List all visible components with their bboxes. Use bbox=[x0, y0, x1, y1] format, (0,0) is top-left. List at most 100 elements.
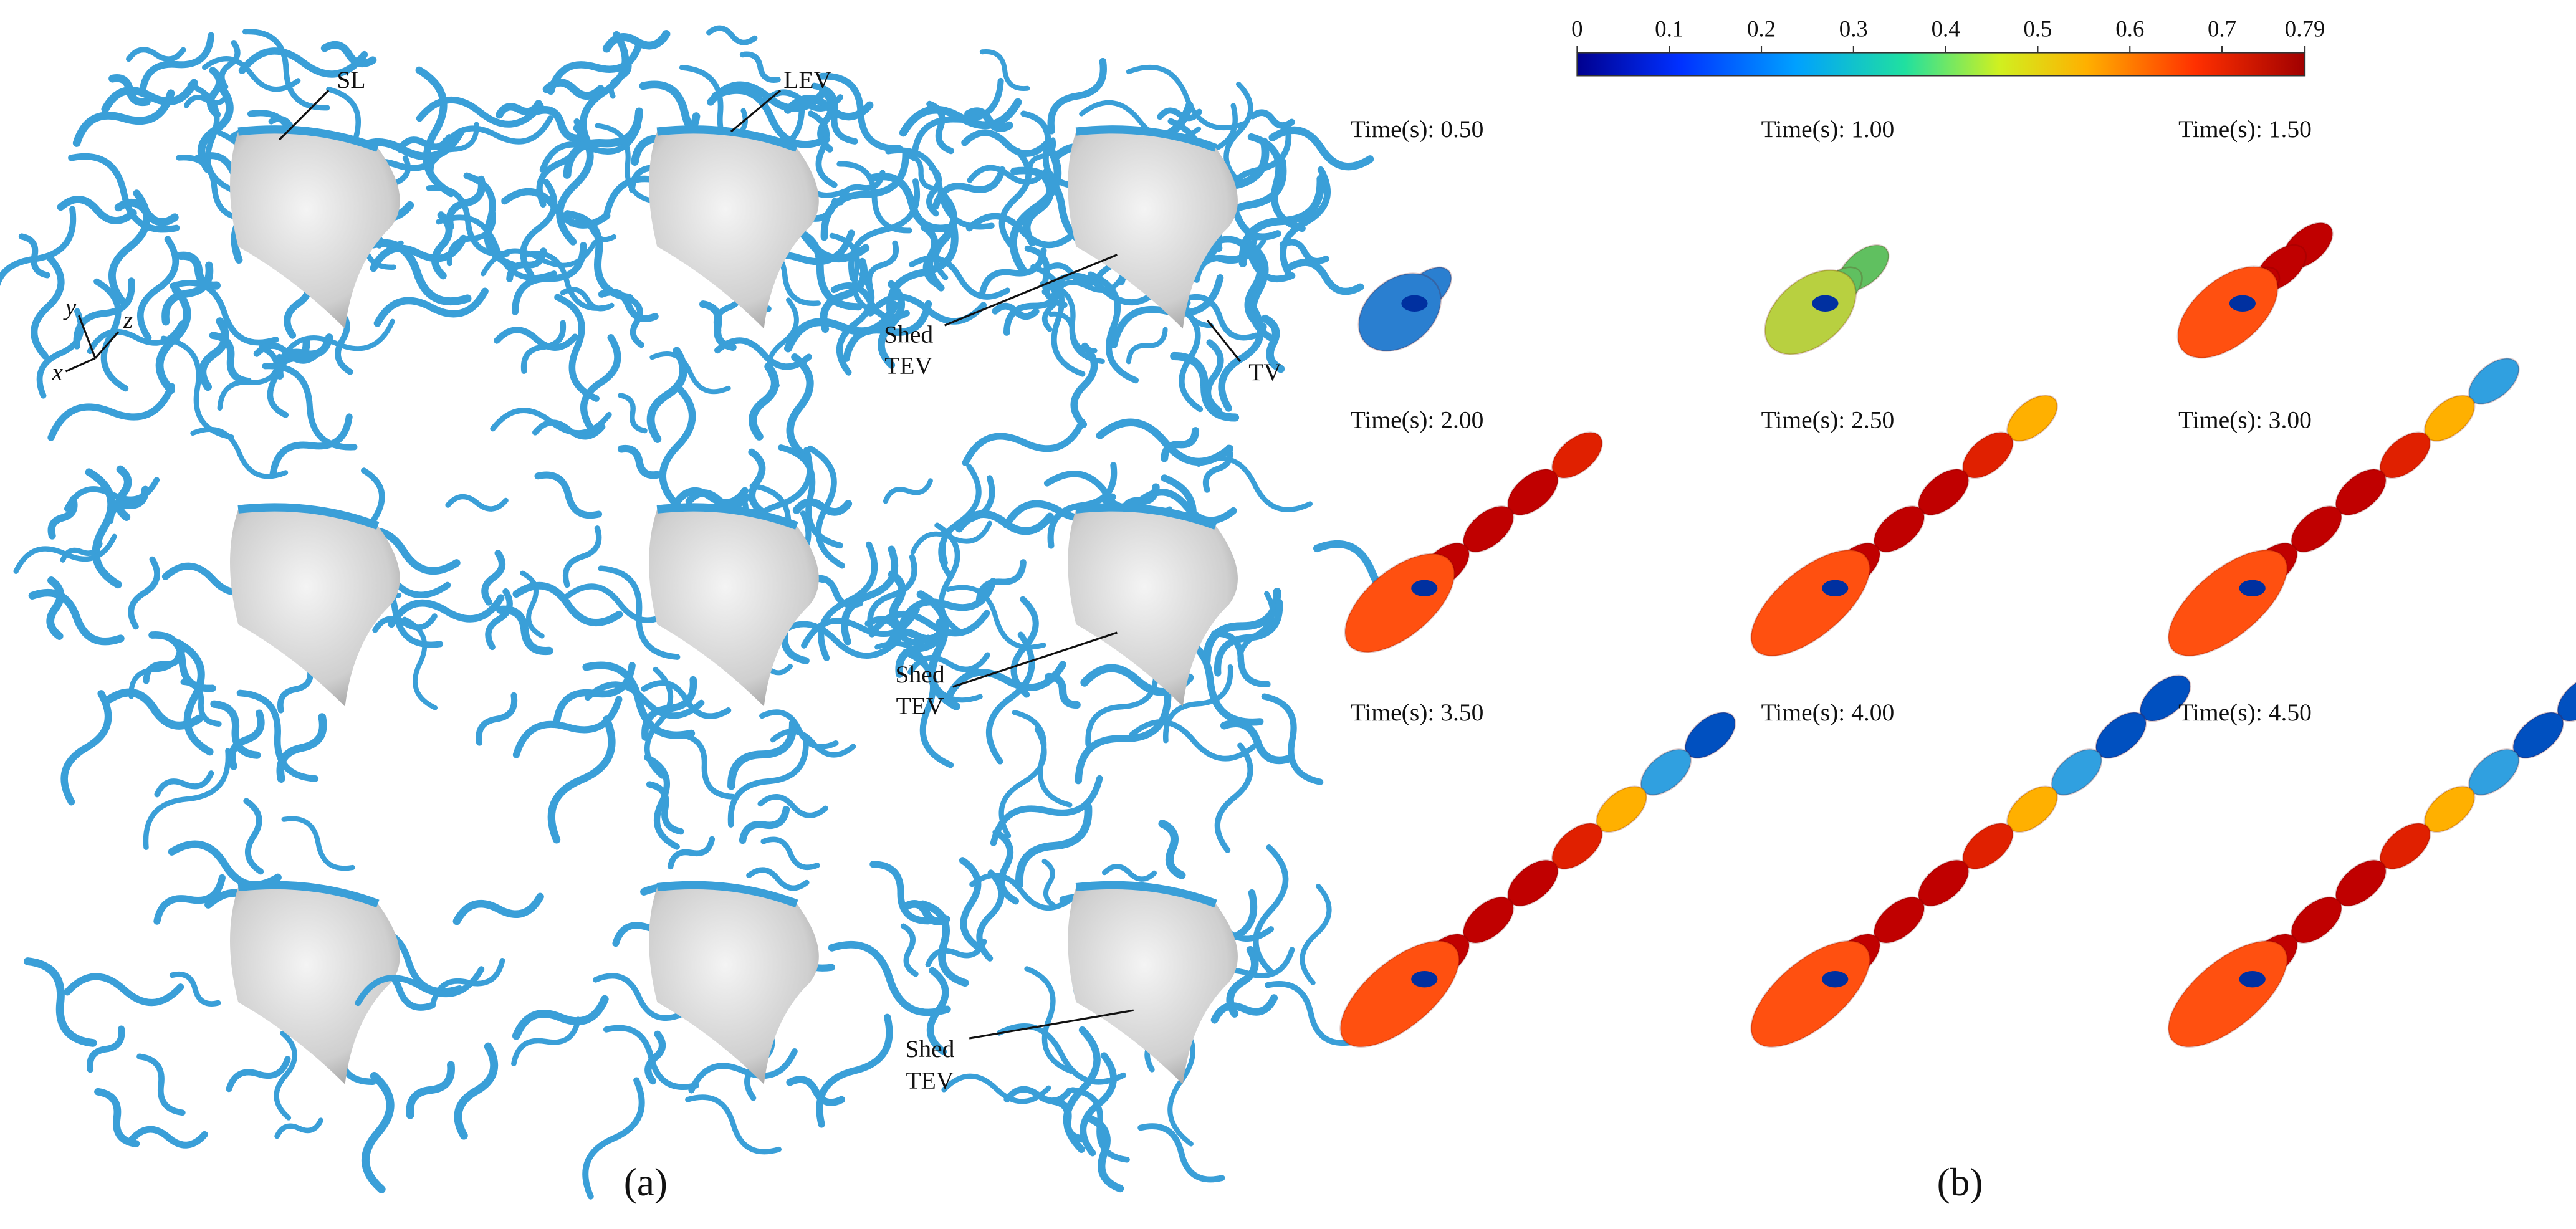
vortex-edge bbox=[237, 125, 380, 152]
vortex-edge bbox=[1075, 503, 1217, 530]
vortex-tube bbox=[945, 585, 1046, 650]
vortex-tube bbox=[688, 1048, 798, 1094]
vortex-tube bbox=[276, 318, 395, 368]
vortex-tube bbox=[210, 700, 261, 759]
vortex-tube bbox=[532, 419, 606, 440]
vortex-tube bbox=[584, 681, 705, 719]
time-label: Time(s): 2.00 bbox=[1351, 406, 1484, 434]
vortex-tube bbox=[1020, 110, 1073, 188]
vortex-tube bbox=[197, 86, 234, 173]
vortex-tube bbox=[236, 689, 319, 782]
vortex-tube bbox=[1196, 456, 1313, 512]
vortex-tube bbox=[31, 254, 65, 360]
vortex-tube bbox=[496, 605, 553, 656]
vortex-core bbox=[1411, 580, 1438, 597]
vortex-tube bbox=[362, 239, 472, 306]
vortex-tube bbox=[1253, 844, 1289, 977]
vortex-tube bbox=[563, 210, 633, 302]
panel-a: SL LEV Shed TEV TV Shed TEV Shed TEV x y z bbox=[0, 25, 1432, 1200]
vortex-tube bbox=[712, 87, 830, 148]
vortex-core bbox=[2229, 295, 2256, 312]
vortex-tube bbox=[866, 173, 956, 232]
time-label: Time(s): 4.00 bbox=[1761, 699, 1895, 726]
vortex-tube bbox=[87, 320, 185, 355]
vortex-tube bbox=[760, 836, 820, 871]
vortex-tube bbox=[967, 165, 1050, 185]
vortex-tube bbox=[554, 294, 600, 402]
vortex-tube bbox=[816, 1013, 893, 1128]
vortex-tube bbox=[64, 973, 184, 1007]
vortex-tube bbox=[926, 165, 942, 217]
vortex-tube bbox=[153, 874, 226, 925]
vortex-core bbox=[1411, 970, 1438, 988]
vortex-edge bbox=[237, 503, 380, 530]
vortex-tube bbox=[446, 175, 486, 231]
vortex-ring bbox=[1344, 553, 1455, 653]
vortex-tube bbox=[820, 148, 909, 241]
vortex-tube bbox=[1137, 1123, 1225, 1183]
vortex-core bbox=[2239, 970, 2266, 988]
annotation: TEV bbox=[906, 1066, 954, 1094]
vortex-tube bbox=[1101, 864, 1157, 882]
vortex-tube bbox=[128, 1126, 208, 1149]
vortex-tube bbox=[243, 798, 264, 875]
vortex-tube bbox=[926, 100, 955, 155]
vortex-ring bbox=[2167, 940, 2288, 1048]
vortex-edge bbox=[1075, 881, 1217, 908]
vortex-tube bbox=[907, 652, 990, 675]
vortex-tube bbox=[926, 967, 949, 1056]
vortex-ring bbox=[1339, 940, 1460, 1048]
vortex-tube bbox=[932, 166, 1006, 210]
vortex-tube bbox=[242, 29, 330, 111]
vortex-tube bbox=[1015, 803, 1093, 889]
vortex-tube bbox=[494, 327, 578, 351]
vortex-tube bbox=[1126, 327, 1168, 365]
vortex-tube bbox=[481, 550, 506, 606]
vortex-tube bbox=[137, 236, 179, 342]
vortex-tube bbox=[964, 107, 1013, 132]
vortex-edge bbox=[237, 881, 380, 908]
annotation: Shed bbox=[905, 1035, 954, 1063]
vortex-tube bbox=[985, 631, 1035, 765]
annotation: LEV bbox=[783, 66, 831, 93]
vortex-tube bbox=[579, 31, 629, 153]
vortex-tube bbox=[1286, 259, 1364, 295]
vortex-tube bbox=[428, 122, 479, 177]
time-label: Time(s): 1.50 bbox=[2178, 115, 2312, 143]
vortex-tube bbox=[564, 583, 675, 623]
vortex-tube bbox=[1158, 820, 1186, 879]
vortex-image bbox=[801, 418, 1432, 853]
vortex-image bbox=[783, 49, 1374, 428]
vortex-tube bbox=[201, 56, 301, 92]
vortex-image bbox=[1750, 395, 2058, 657]
vortex-tube bbox=[209, 332, 252, 385]
vortex-tube bbox=[258, 344, 289, 418]
time-label: Time(s): 0.50 bbox=[1351, 115, 1484, 143]
vortex-tube bbox=[941, 1073, 1051, 1104]
vortex-tube bbox=[452, 892, 544, 925]
vortex-tube bbox=[1300, 883, 1332, 985]
vortex-tube bbox=[148, 631, 216, 692]
vortex-tube bbox=[646, 781, 684, 835]
vortex-tube bbox=[94, 1088, 140, 1148]
vortex-ring bbox=[2176, 265, 2279, 359]
vortex-tube bbox=[1209, 236, 1296, 283]
vortex-tube bbox=[1279, 239, 1329, 265]
vortex-tube bbox=[1247, 133, 1306, 232]
vortex-tube bbox=[818, 541, 878, 661]
vortex-tube bbox=[143, 748, 231, 851]
vortex-tube bbox=[85, 468, 122, 589]
vortex-tube bbox=[269, 413, 353, 478]
vortex-tube bbox=[998, 148, 1032, 250]
vortex-tube bbox=[617, 444, 661, 479]
vortex-tube bbox=[759, 709, 839, 750]
vortex-image bbox=[900, 803, 1357, 1193]
time-label: Time(s): 2.50 bbox=[1761, 406, 1895, 434]
vortex-tube bbox=[628, 296, 645, 348]
vortex-tube bbox=[979, 49, 1030, 92]
axis-label: z bbox=[123, 306, 133, 333]
vortex-tube bbox=[595, 123, 661, 204]
vortex-tube bbox=[777, 444, 843, 549]
vortex-tube bbox=[1136, 489, 1237, 524]
vortex-tube bbox=[644, 754, 680, 850]
